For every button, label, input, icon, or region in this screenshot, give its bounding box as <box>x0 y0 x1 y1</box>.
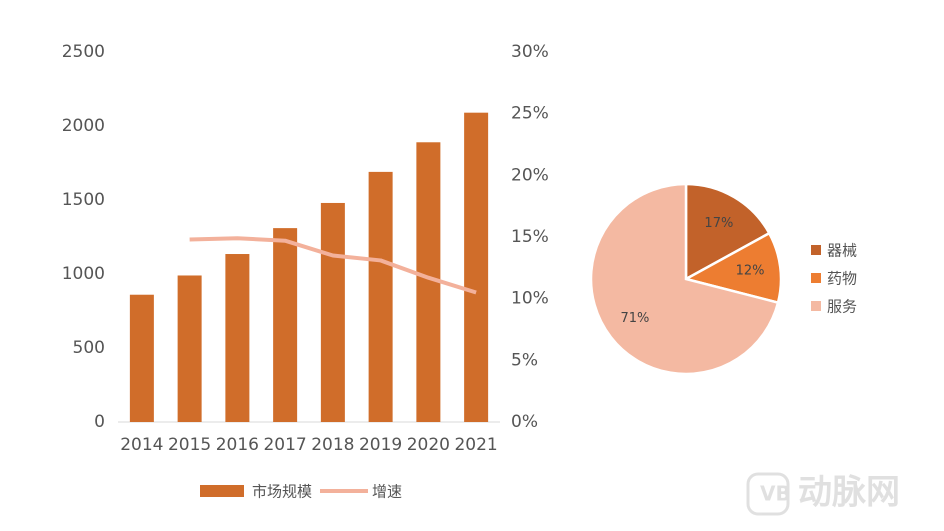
x-tick-label: 2019 <box>359 435 402 455</box>
x-tick-label: 2017 <box>263 435 306 455</box>
y2-tick-label: 10% <box>511 289 549 309</box>
y2-tick-label: 5% <box>511 350 538 370</box>
watermark-icon-mark: VB <box>760 482 791 506</box>
y-tick-label: 2000 <box>62 116 105 136</box>
slice-label: 17% <box>704 216 733 231</box>
x-tick-label: 2020 <box>407 435 450 455</box>
watermark-text: 动脉网 <box>798 473 900 513</box>
y2-tick-label: 30% <box>511 42 549 62</box>
bar <box>177 275 202 422</box>
y2-tick-label: 15% <box>511 227 549 247</box>
watermark-icon <box>746 472 790 516</box>
y-tick-label: 1000 <box>62 264 105 284</box>
legend-swatch <box>811 273 821 283</box>
bar <box>225 254 250 422</box>
legend-swatch <box>811 301 821 311</box>
legend-label: 药物 <box>827 270 857 288</box>
x-tick-label: 2016 <box>216 435 259 455</box>
y-tick-label: 2500 <box>62 42 105 62</box>
bar <box>129 294 154 422</box>
y2-tick-label: 0% <box>511 412 538 432</box>
legend-swatch <box>811 245 821 255</box>
x-tick-label: 2014 <box>120 435 163 455</box>
legend-swatch <box>200 485 244 497</box>
bar <box>464 112 489 423</box>
line <box>189 236 477 295</box>
y-tick-label: 1500 <box>62 190 105 210</box>
y-tick-label: 500 <box>73 338 105 358</box>
slice-label: 71% <box>621 311 650 326</box>
x-tick-label: 2021 <box>454 435 497 455</box>
watermark: VB 动脉网 <box>746 472 900 516</box>
y2-tick-label: 25% <box>511 104 549 124</box>
x-tick-label: 2015 <box>168 435 211 455</box>
slice-label: 12% <box>736 263 765 278</box>
y2-tick-label: 20% <box>511 165 549 185</box>
pie-slice <box>589 182 780 376</box>
y-tick-label: 0 <box>94 412 105 432</box>
pie-slice <box>684 182 771 282</box>
x-tick-label: 2018 <box>311 435 354 455</box>
bar <box>273 228 298 422</box>
legend-label: 服务 <box>827 298 857 316</box>
legend-label: 市场规模 <box>252 483 312 501</box>
pie-slice <box>682 231 783 305</box>
bar <box>320 202 345 422</box>
legend-label: 增速 <box>372 483 402 501</box>
legend-label: 器械 <box>827 242 857 260</box>
bar <box>368 171 393 422</box>
